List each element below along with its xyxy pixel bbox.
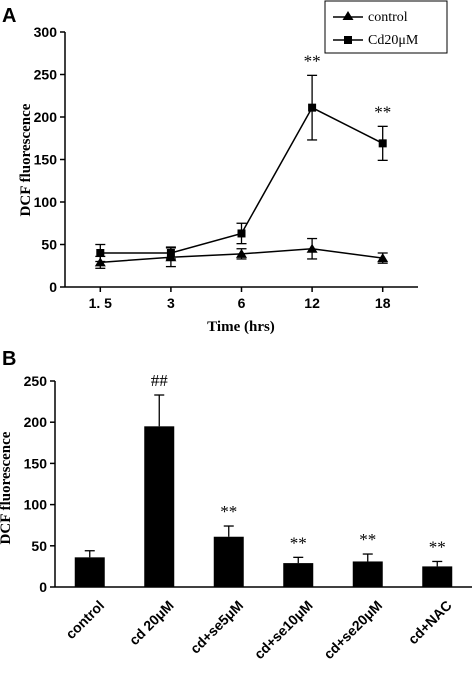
panel-b-y-tick-label: 150	[24, 455, 48, 471]
panel-a-x-tick-label: 12	[304, 295, 320, 311]
panel-b-bar	[422, 566, 453, 587]
panel-b-significance-label: **	[359, 530, 376, 549]
panel-a-y-tick-label: 100	[34, 194, 58, 210]
panel-a-square-point	[96, 249, 105, 257]
panel-a-significance-label: **	[304, 51, 321, 70]
panel-b-significance-label: **	[220, 502, 237, 521]
panel-a-triangle-point	[306, 243, 318, 253]
panel-a-letter: A	[2, 5, 16, 27]
panel-a-legend: control Cd20μM	[324, 0, 448, 54]
panel-b-bar	[74, 557, 105, 587]
panel-a-y-axis-title: DCF fluorescence	[18, 103, 34, 216]
panel-a-triangle-point	[377, 253, 389, 263]
panel-b-bar	[213, 536, 244, 587]
panel-b-bar-chart: B DCF fluorescence 0 50 100 150 200 250 contro…	[0, 348, 472, 662]
legend-frame	[324, 0, 448, 54]
panel-a-y-tick-label: 200	[34, 109, 58, 125]
panel-b-x-tick-label: cd 20μM	[126, 597, 177, 648]
panel-a-x-tick-label: 1. 5	[89, 295, 113, 311]
panel-a-y-tick-label: 150	[34, 152, 58, 168]
panel-b-bar	[144, 426, 175, 587]
panel-a-triangle-point	[236, 248, 247, 258]
panel-a-square-point	[378, 139, 387, 148]
panel-a-square-point	[166, 249, 175, 257]
panel-a-x-tick-label: 3	[167, 295, 175, 311]
legend-triangle-marker	[342, 11, 354, 20]
panel-b-y-tick-label: 200	[24, 414, 48, 430]
panel-a-y-tick-label: 250	[34, 67, 58, 83]
panel-b-y-tick-label: 100	[24, 497, 48, 513]
panel-b-y-tick-label: 0	[39, 579, 47, 595]
panel-a-square-point	[308, 103, 317, 112]
panel-a-x-tick-label: 6	[238, 295, 246, 311]
panel-a-x-axis-title: Time (hrs)	[207, 319, 275, 335]
panel-a-y-tick-label: 300	[34, 24, 58, 40]
panel-b-x-tick-label: cd+se20μM	[320, 597, 385, 662]
panel-b-y-axis-title: DCF fluorescence	[0, 431, 14, 544]
panel-b-x-tick-label: cd+se5μM	[187, 597, 246, 656]
panel-a-line-chart: A DCF fluorescence Time (hrs) control Cd…	[2, 0, 448, 335]
panel-b-x-tick-label: cd+NAC	[405, 597, 455, 647]
legend-label-cd: Cd20μM	[368, 33, 419, 48]
panel-a-x-tick-label: 18	[375, 295, 391, 311]
panel-a-significance-label: **	[374, 102, 391, 121]
panel-b-bar	[283, 563, 314, 587]
legend-label-control: control	[368, 10, 408, 25]
panel-b-y-tick-label: 250	[24, 373, 48, 389]
panel-b-x-tick-label: control	[62, 597, 107, 642]
panel-b-y-tick-label: 50	[31, 538, 47, 554]
panel-a-y-tick-label: 0	[49, 279, 57, 295]
panel-b-letter: B	[2, 348, 16, 370]
panel-a-y-tick-label: 50	[41, 237, 57, 253]
panel-a-square-point	[237, 229, 246, 238]
legend-square-marker	[344, 36, 352, 44]
panel-b-significance-label: **	[429, 537, 446, 556]
panel-b-significance-label: **	[290, 533, 307, 552]
panel-b-significance-label: ##	[151, 371, 169, 390]
panel-b-bar	[352, 561, 383, 587]
panel-b-x-tick-label: cd+se10μM	[251, 597, 316, 662]
